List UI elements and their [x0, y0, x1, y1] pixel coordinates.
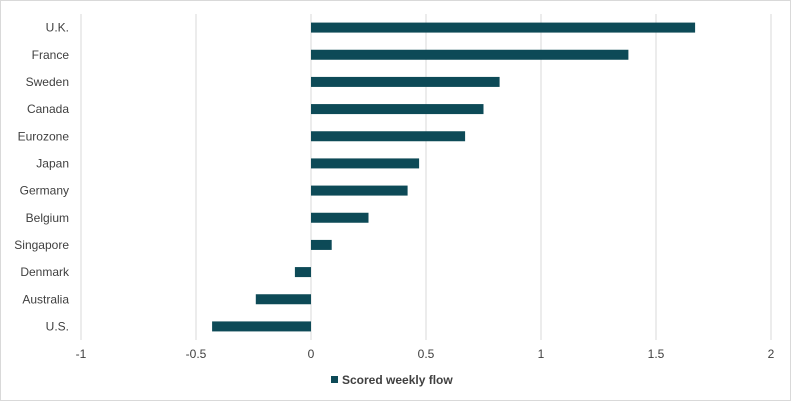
category-label: France [32, 48, 70, 62]
category-label: U.S. [46, 319, 69, 333]
bar-u-s [212, 321, 311, 332]
bar-france [311, 49, 629, 60]
x-tick-label: 1 [538, 347, 545, 361]
category-label: Australia [22, 292, 69, 306]
x-tick-label: -0.5 [186, 347, 207, 361]
legend-label: Scored weekly flow [342, 373, 453, 387]
bar-canada [311, 104, 484, 115]
x-tick-label: -1 [76, 347, 87, 361]
bar-eurozone [311, 131, 466, 142]
x-tick-label: 2 [768, 347, 775, 361]
bar-singapore [311, 239, 332, 250]
x-tick-label: 1.5 [648, 347, 665, 361]
bar-sweden [311, 76, 500, 87]
category-label: U.K. [46, 21, 69, 35]
legend: Scored weekly flow [331, 373, 453, 387]
bar-australia [255, 294, 311, 305]
bars [212, 22, 696, 332]
category-label: Denmark [20, 265, 70, 279]
gridlines [80, 14, 772, 340]
bar-japan [311, 158, 420, 169]
category-label: Sweden [26, 75, 69, 89]
category-label: Canada [27, 102, 69, 116]
category-label: Germany [20, 184, 69, 198]
category-labels: U.K. France Sweden Canada Eurozone Japan Germa… [14, 21, 70, 334]
bar-belgium [311, 212, 369, 223]
category-label: Japan [36, 156, 69, 170]
bar-denmark [294, 267, 311, 278]
x-tick-labels: -1 -0.5 0 0.5 1 1.5 2 [76, 347, 775, 361]
x-tick-label: 0 [308, 347, 315, 361]
x-tick-label: 0.5 [418, 347, 435, 361]
bar-u-k [311, 22, 696, 33]
category-label: Singapore [14, 238, 69, 252]
bar-germany [311, 185, 408, 196]
category-label: Belgium [26, 211, 69, 225]
category-label: Eurozone [18, 129, 70, 143]
legend-swatch [331, 376, 338, 383]
